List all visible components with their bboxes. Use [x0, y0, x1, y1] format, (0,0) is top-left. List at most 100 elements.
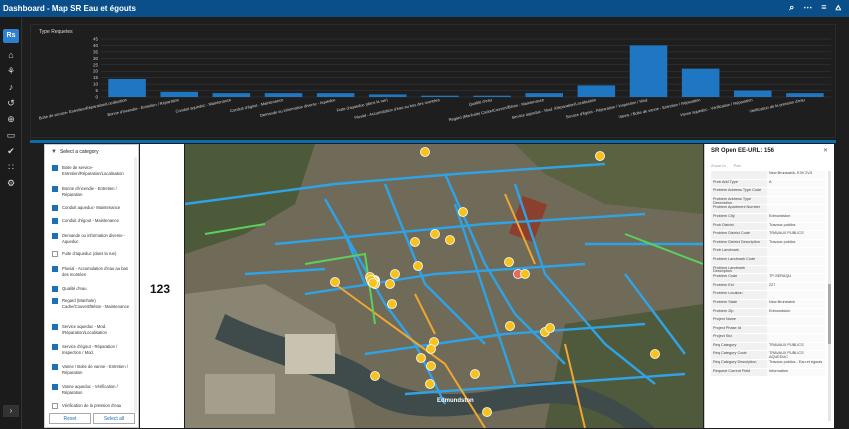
check-icon[interactable]: ✔: [7, 146, 15, 156]
map-marker[interactable]: [520, 269, 530, 279]
grid-icon[interactable]: ∷: [8, 162, 14, 172]
close-icon[interactable]: ✕: [822, 148, 828, 154]
detail-key: Req Category: [711, 342, 767, 351]
category-item[interactable]: Conduit aqueduc- Maintenance: [52, 205, 134, 211]
filter-icon[interactable]: ⩟: [835, 2, 841, 12]
list-icon[interactable]: ≡: [821, 2, 827, 12]
expand-icon[interactable]: ›: [3, 405, 19, 417]
map-marker[interactable]: [430, 229, 440, 239]
request-markers[interactable]: [330, 147, 660, 417]
storm-mains: [204, 223, 703, 325]
chart-bar[interactable]: [108, 78, 146, 97]
category-item[interactable]: Boite de service-Entretien/Réparation/Lo…: [52, 165, 134, 176]
category-checkbox[interactable]: [52, 251, 58, 257]
map-marker[interactable]: [368, 278, 378, 288]
map-marker[interactable]: [650, 349, 660, 359]
map-marker[interactable]: [545, 323, 555, 333]
chart-bar[interactable]: [629, 45, 668, 97]
detail-scroll-thumb[interactable]: [828, 284, 831, 344]
pan-button[interactable]: Pan: [733, 163, 741, 168]
map-marker[interactable]: [595, 151, 605, 161]
map-marker[interactable]: [387, 299, 397, 309]
category-item[interactable]: Bonne d'incendie - Entretien / Réparatio…: [52, 186, 134, 197]
detail-value: [767, 256, 825, 265]
map-marker[interactable]: [426, 344, 436, 354]
map-canvas[interactable]: [185, 144, 703, 428]
map-marker[interactable]: [420, 147, 430, 157]
chart-bar[interactable]: [316, 93, 355, 97]
category-item[interactable]: Fuite d'aqueduc (dans la rue): [52, 251, 134, 257]
category-item[interactable]: Vanne / Boite de vanne - Entretien / Rép…: [52, 364, 134, 375]
chart-bar[interactable]: [734, 90, 772, 97]
map-marker[interactable]: [390, 269, 400, 279]
category-item[interactable]: Service aqueduc - Mod. /Réparation/Local…: [52, 324, 134, 335]
add-icon[interactable]: ⊕: [7, 114, 15, 124]
select-all-button[interactable]: Select all: [93, 413, 135, 424]
category-checkbox[interactable]: [52, 298, 58, 304]
category-item[interactable]: Qualité d'eau: [52, 286, 134, 292]
zoom-to-button[interactable]: Zoom to: [711, 163, 726, 168]
category-item[interactable]: Conduit d'égout - Maintenance: [52, 218, 134, 224]
more-icon[interactable]: ⋯: [803, 2, 813, 12]
chart-bar[interactable]: [160, 91, 198, 97]
category-label: Service aqueduc - Mod. /Réparation/Local…: [62, 324, 107, 335]
category-checkbox[interactable]: [52, 344, 58, 350]
map-view[interactable]: Edmundston: [185, 144, 703, 428]
history-icon[interactable]: ↺: [7, 98, 15, 108]
bell-icon[interactable]: ♪: [8, 82, 14, 92]
category-item[interactable]: Demande ou information diverse - Aqueduc: [52, 233, 134, 244]
category-checkbox[interactable]: [52, 165, 58, 171]
map-marker[interactable]: [410, 237, 420, 247]
chart-bar[interactable]: [681, 68, 720, 97]
category-item[interactable]: Pluvial - Accumulation d'eau au bas des …: [52, 266, 134, 277]
detail-row: Problem District Code TRAVAUX PUBLICS: [711, 231, 826, 240]
logo-badge[interactable]: Rs: [3, 29, 19, 43]
map-marker[interactable]: [504, 257, 514, 267]
map-marker[interactable]: [416, 353, 426, 363]
category-item[interactable]: Vérification de la pression d'eau: [52, 403, 134, 409]
category-checkbox[interactable]: [52, 403, 58, 409]
category-checkbox[interactable]: [52, 218, 58, 224]
category-item[interactable]: Vanne aqueduc - Vérification / Réparatio…: [52, 384, 134, 395]
chart-bar[interactable]: [264, 93, 303, 97]
map-marker[interactable]: [505, 321, 515, 331]
map-marker[interactable]: [330, 277, 340, 287]
chart-bar[interactable]: [577, 85, 616, 97]
chart-bar[interactable]: [525, 93, 563, 97]
map-marker[interactable]: [482, 407, 492, 417]
category-checkbox[interactable]: [52, 364, 58, 370]
category-label: Fuite d'aqueduc (dans la rue): [62, 251, 117, 256]
detail-row: Prob District Travaux publics: [711, 222, 826, 232]
map-marker[interactable]: [425, 379, 435, 389]
chart-bar[interactable]: [786, 93, 824, 97]
category-scrollbar[interactable]: [134, 157, 137, 412]
map-marker[interactable]: [470, 369, 480, 379]
settings-icon[interactable]: ⚙: [6, 178, 16, 188]
map-marker[interactable]: [458, 207, 468, 217]
category-checkbox[interactable]: [52, 324, 58, 330]
map-marker[interactable]: [385, 279, 395, 289]
chart-bar[interactable]: [421, 95, 459, 97]
category-item[interactable]: Regard (Manhole) Cadre/Couvert/Béton - M…: [52, 298, 134, 309]
chart-bar[interactable]: [369, 94, 407, 97]
map-marker[interactable]: [413, 261, 423, 271]
category-checkbox[interactable]: [52, 266, 58, 272]
category-item[interactable]: Service d'égout - Réparation / Inspectio…: [52, 344, 134, 355]
category-checkbox[interactable]: [52, 186, 58, 192]
map-marker[interactable]: [370, 371, 380, 381]
category-checkbox[interactable]: [52, 286, 58, 292]
map-marker[interactable]: [445, 235, 455, 245]
category-checkbox[interactable]: [52, 233, 58, 239]
vehicle-icon[interactable]: ▭: [6, 130, 16, 140]
reset-button[interactable]: Reset: [49, 413, 91, 424]
detail-row: Req Category Description Travaux publics …: [711, 360, 826, 369]
network-icon[interactable]: ⚘: [6, 66, 16, 76]
detail-key: Problem Landmark Code: [711, 256, 767, 265]
search-icon[interactable]: ⌕: [789, 2, 795, 12]
chart-bar[interactable]: [473, 95, 511, 97]
map-marker[interactable]: [426, 361, 436, 371]
category-checkbox[interactable]: [52, 384, 58, 390]
category-checkbox[interactable]: [52, 205, 58, 211]
chart-bar[interactable]: [212, 93, 251, 97]
home-icon[interactable]: ⌂: [8, 50, 14, 60]
